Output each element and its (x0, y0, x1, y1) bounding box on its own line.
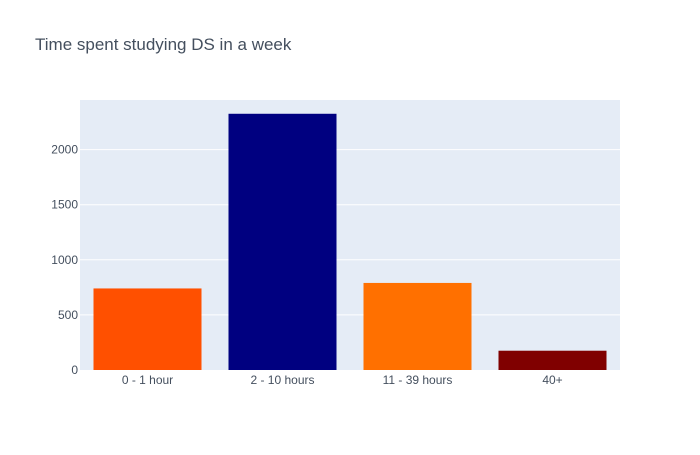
x-axis-ticks: 0 - 1 hour 2 - 10 hours 11 - 39 hours 40+ (122, 373, 563, 387)
bar-3[interactable] (498, 350, 607, 370)
y-tick-label: 500 (58, 308, 78, 322)
y-tick-label: 1000 (51, 253, 78, 267)
bar-0[interactable] (93, 288, 202, 370)
y-tick-label: 2000 (51, 143, 78, 157)
y-tick-label: 0 (71, 363, 78, 377)
y-tick-label: 1500 (51, 198, 78, 212)
bars (93, 113, 607, 370)
x-tick-label: 11 - 39 hours (383, 373, 453, 387)
x-tick-label: 0 - 1 hour (122, 373, 173, 387)
y-axis-ticks: 0 500 1000 1500 2000 (51, 143, 78, 377)
x-tick-label: 2 - 10 hours (250, 373, 314, 387)
chart-title: Time spent studying DS in a week (35, 35, 292, 54)
bar-2[interactable] (363, 282, 472, 370)
bar-1[interactable] (228, 113, 337, 370)
x-tick-label: 40+ (542, 373, 562, 387)
